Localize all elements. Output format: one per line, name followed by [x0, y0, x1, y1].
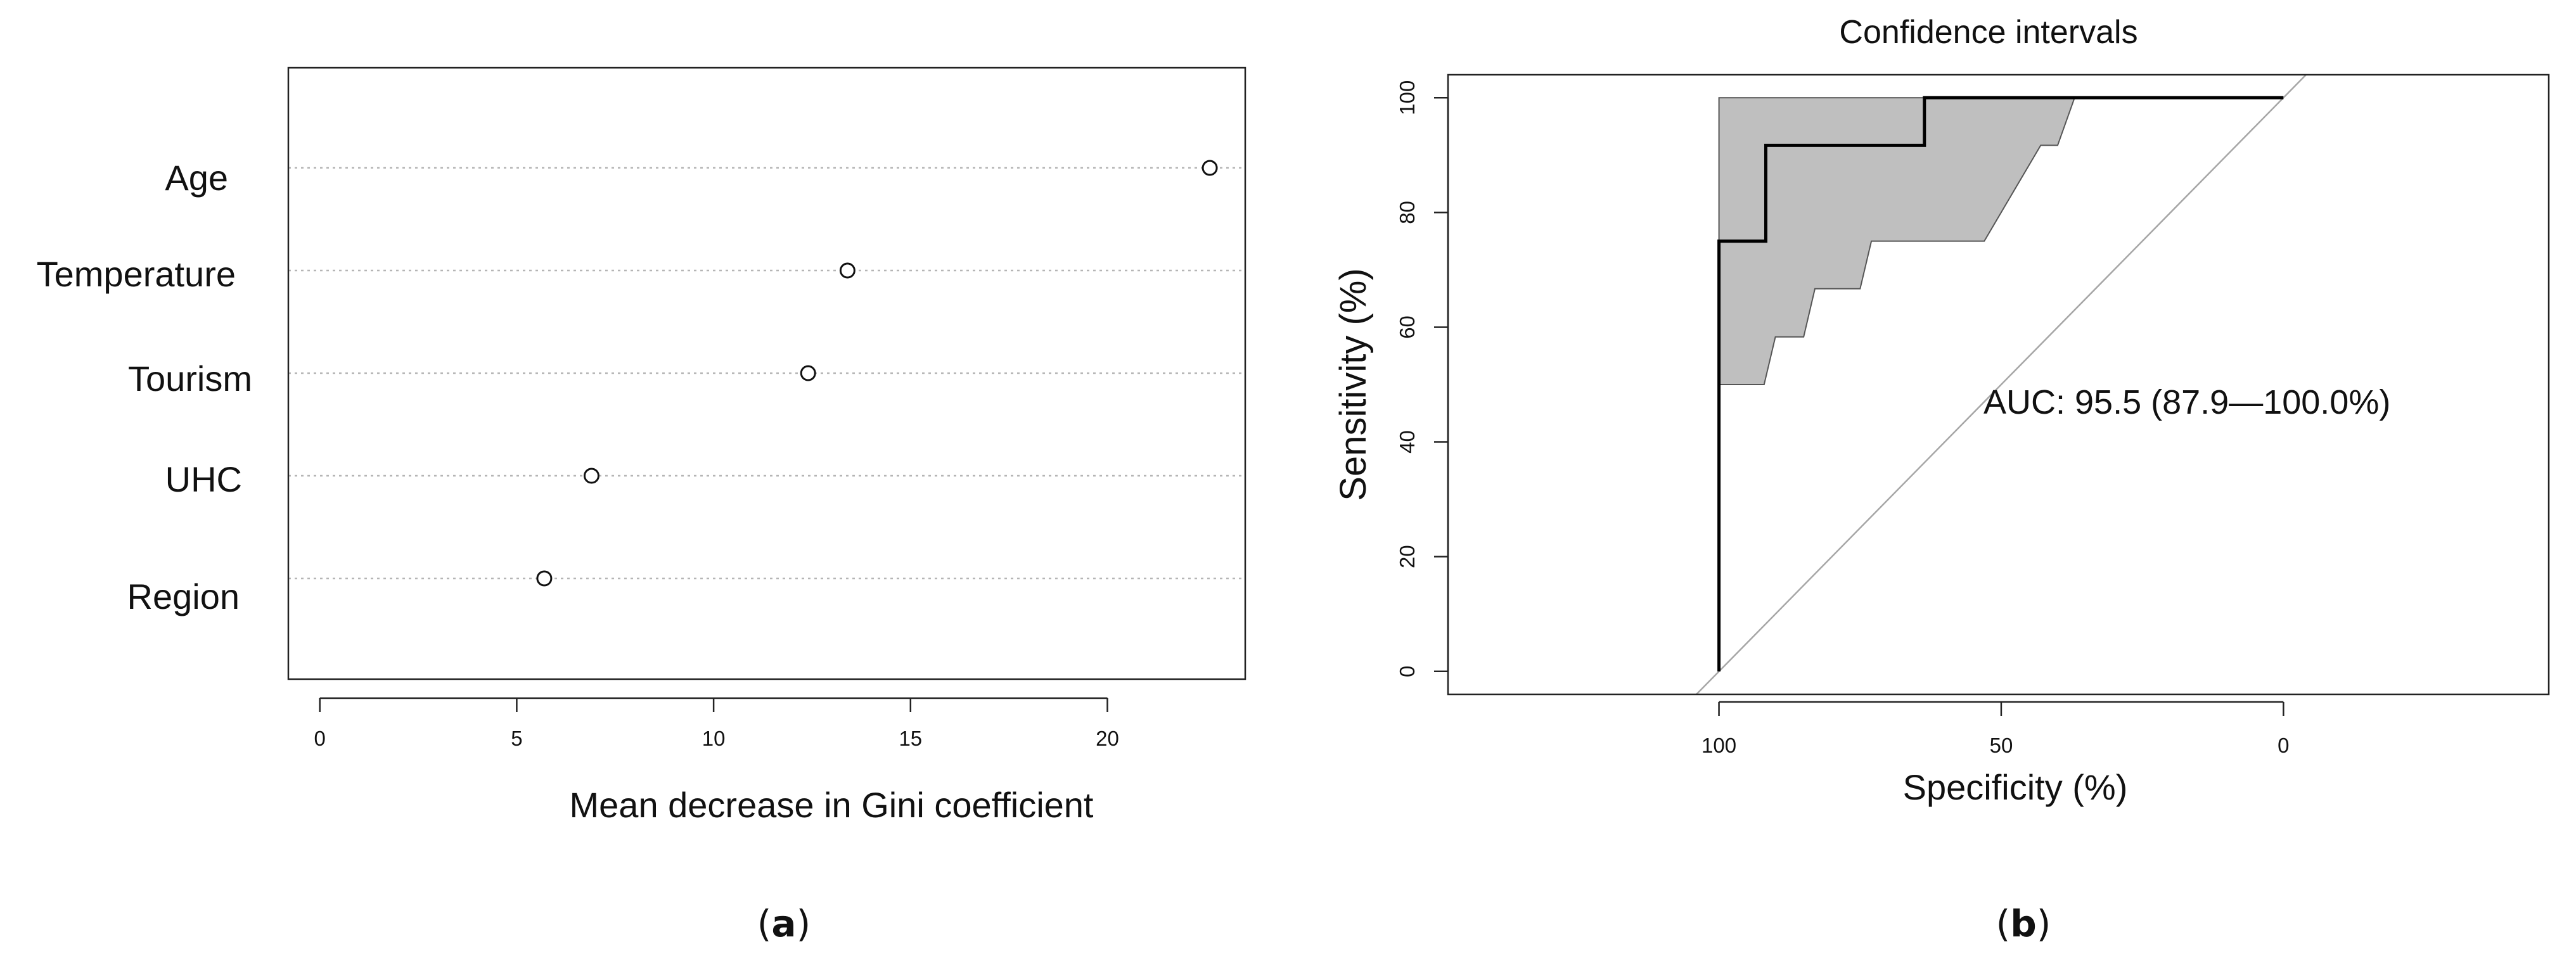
x-axis: 0 5 10 15 20 [314, 697, 1119, 750]
panel-close-paren: ) [2037, 902, 2051, 945]
y-tick-label: 0 [1395, 666, 1419, 677]
x-tick-label: 10 [702, 727, 726, 750]
x-tick-label: 0 [314, 727, 326, 750]
importance-point [839, 262, 855, 279]
category-label: Tourism [128, 359, 252, 398]
y-axis-label: Sensitivity (%) [1333, 268, 1374, 500]
y-tick-label: 80 [1395, 201, 1419, 224]
roc-chart: Confidence intervals 100 50 0 0 20 40 60 80 100… [1333, 14, 2550, 807]
chart-title: Confidence intervals [1839, 14, 2137, 51]
category-labels: Age Temperature Tourism UHC Region [37, 158, 252, 616]
importance-point [583, 468, 599, 484]
panel-open-paren: ( [757, 902, 772, 945]
category-gridlines [288, 167, 1245, 580]
importance-point [536, 570, 553, 587]
importance-point [1201, 160, 1218, 176]
plot-frame [287, 67, 1246, 680]
panel-label-b: (b) [1996, 902, 2051, 945]
confidence-band [1718, 97, 2086, 385]
x-tick-label: 20 [1096, 727, 1119, 750]
category-label: UHC [165, 459, 242, 499]
y-tick-label: 20 [1395, 545, 1419, 568]
y-tick-label: 40 [1395, 430, 1419, 454]
category-label: Temperature [37, 254, 236, 294]
category-label: Region [127, 577, 240, 616]
panel-close-paren: ) [797, 902, 811, 945]
x-axis: 100 50 0 [1701, 701, 2290, 757]
x-tick-label: 0 [2278, 734, 2289, 757]
x-tick-label: 100 [1701, 734, 1736, 757]
roc-curve [1717, 96, 2284, 672]
panel-letter: b [2010, 902, 2037, 945]
importance-point [800, 365, 816, 381]
y-axis: 0 20 40 60 80 100 [1395, 80, 1449, 677]
y-tick-label: 60 [1395, 315, 1419, 339]
y-tick-label: 100 [1395, 80, 1419, 115]
panel-letter: a [771, 902, 796, 945]
importance-points [536, 160, 1218, 587]
panel-open-paren: ( [1996, 902, 2011, 945]
variable-importance-chart: 0 5 10 15 20 AgeTemperatureTourismUHCRegion … [37, 67, 1246, 825]
x-tick-label: 50 [1990, 734, 2013, 757]
x-tick-label: 15 [899, 727, 922, 750]
category-label: Age [165, 158, 228, 198]
x-axis-label: Specificity (%) [1903, 767, 2128, 807]
x-axis-label: Mean decrease in Gini coefficient [570, 785, 1094, 825]
reference-diagonal [1696, 74, 2307, 695]
x-tick-label: 5 [511, 727, 522, 750]
auc-annotation: AUC: 95.5 (87.9—100.0%) [1983, 383, 2390, 421]
panel-label-a: (a) [757, 902, 811, 945]
